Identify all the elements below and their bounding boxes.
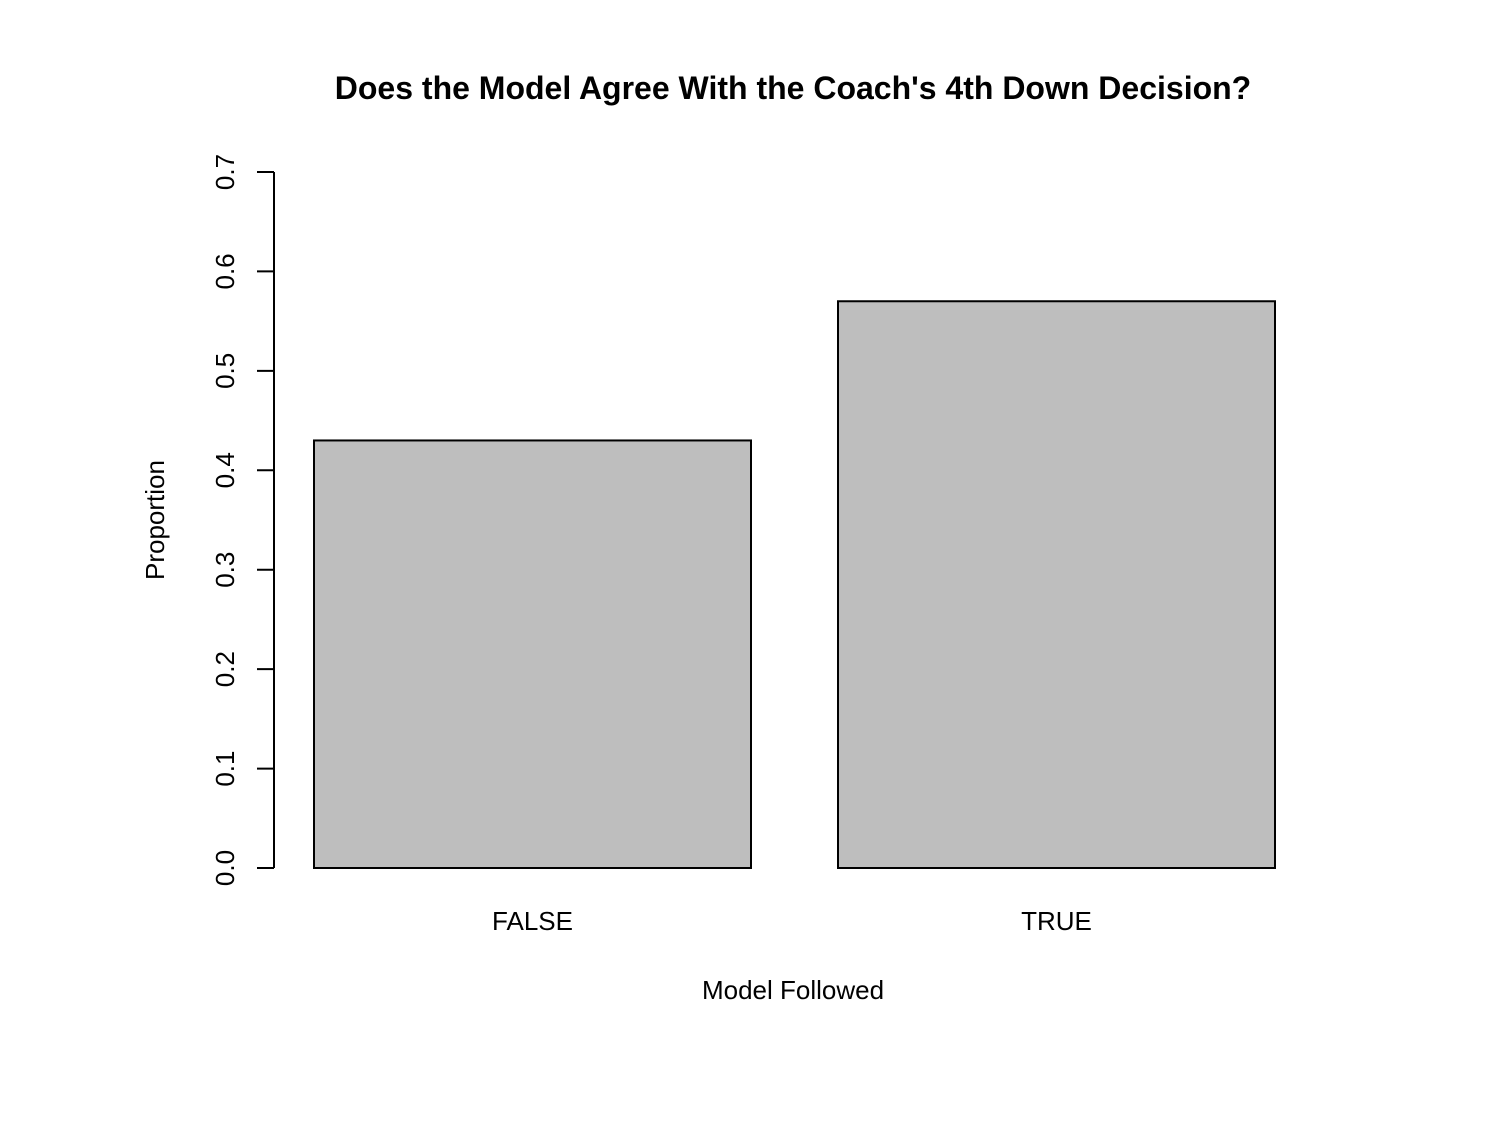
bar-true	[837, 300, 1276, 869]
y-tick-label: 0.1	[210, 750, 240, 786]
x-tick-label-false: FALSE	[492, 906, 573, 936]
y-tick-label: 0.0	[210, 850, 240, 886]
x-axis-label: Model Followed	[702, 975, 884, 1005]
y-tick-label: 0.7	[210, 154, 240, 190]
y-tick-label: 0.6	[210, 253, 240, 289]
y-tick-label: 0.2	[210, 651, 240, 687]
y-tick-label: 0.5	[210, 353, 240, 389]
bars-group	[313, 300, 1276, 869]
bar-false	[313, 439, 752, 869]
y-tick-label: 0.3	[210, 552, 240, 588]
x-tick-labels-group: FALSE TRUE	[492, 906, 1092, 936]
y-ticks-group: 0.0 0.1 0.2 0.3 0.4 0.5 0.6 0.7	[210, 154, 274, 886]
y-tick-label: 0.4	[210, 452, 240, 488]
chart-title: Does the Model Agree With the Coach's 4t…	[335, 70, 1251, 106]
y-axis-label: Proportion	[140, 460, 170, 580]
x-tick-label-true: TRUE	[1021, 906, 1092, 936]
